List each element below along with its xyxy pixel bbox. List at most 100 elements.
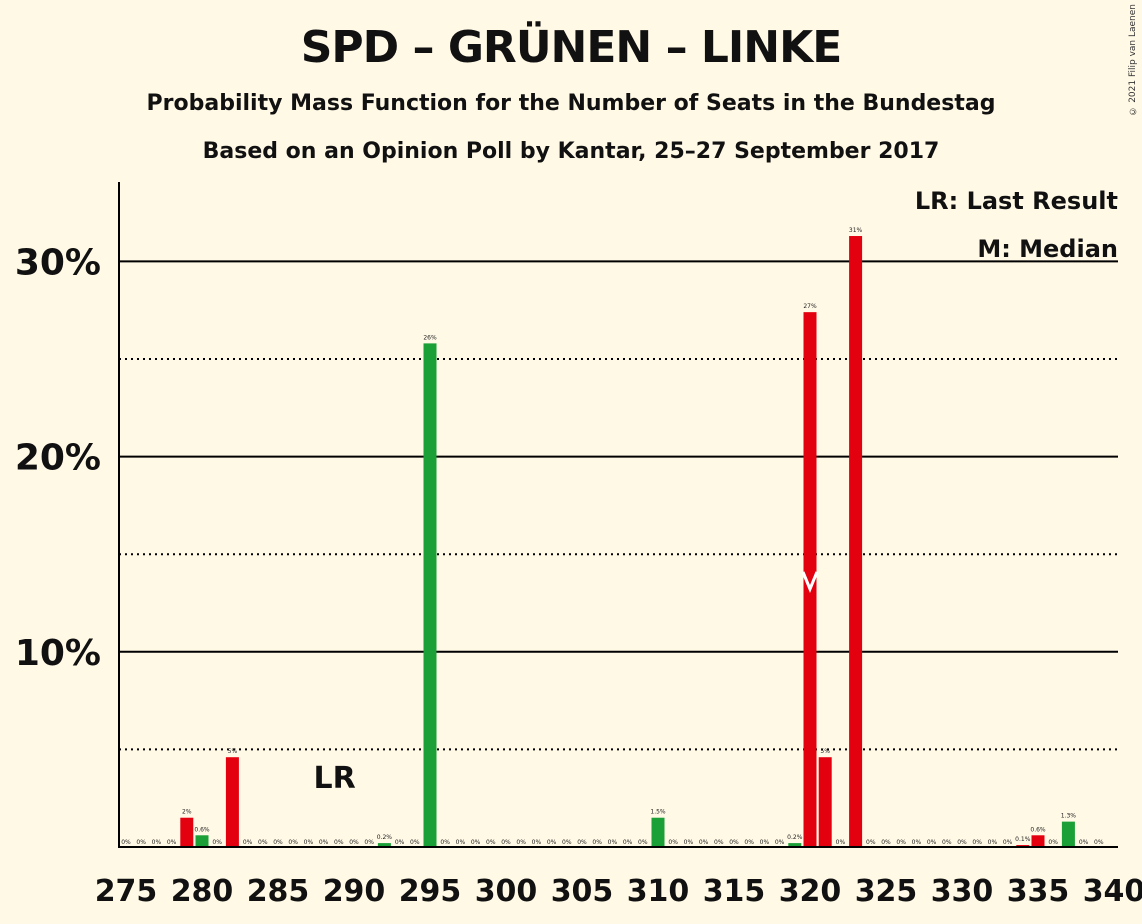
x-tick-label: 305 (551, 874, 614, 909)
y-tick-label: 10% (15, 633, 101, 674)
bar (849, 236, 863, 848)
bar-data-label: 0.6% (1030, 826, 1046, 833)
bar-data-label: 0% (699, 839, 709, 846)
bar-data-label: 0% (1048, 839, 1058, 846)
bar-data-label: 0% (486, 839, 496, 846)
bar-data-label: 0% (1079, 839, 1089, 846)
bar-data-label: 0% (866, 839, 876, 846)
bar-data-label: 0% (729, 839, 739, 846)
chart-subtitle: Probability Mass Function for the Number… (146, 91, 996, 116)
x-tick-label: 315 (703, 874, 766, 909)
x-tick-label: 340 (1083, 874, 1142, 909)
bar (788, 843, 802, 847)
bar-data-label: 0% (501, 839, 511, 846)
y-tick-label: 20% (15, 438, 101, 479)
bar-data-label: 0% (456, 839, 466, 846)
bar (1061, 821, 1075, 847)
bar-data-label: 0% (410, 839, 420, 846)
bar-labels-group: 0% 0% 0% 0%2%0.6%0%5%0% 0% 0% 0% 0% 0% 0% 0% 0%0.2%… (121, 227, 1104, 846)
bar-data-label: 0% (760, 839, 770, 846)
bar-data-label: 0% (957, 839, 967, 846)
bar (225, 757, 239, 847)
bar-data-label: 0% (714, 839, 724, 846)
bar-data-label: 0% (471, 839, 481, 846)
bar-data-label: 0% (896, 839, 906, 846)
bar-data-label: 0.2% (787, 834, 803, 841)
x-tick-label: 290 (323, 874, 386, 909)
bar (377, 843, 391, 847)
median-marker (801, 571, 819, 593)
bar-data-label: 31% (849, 227, 863, 234)
bar (423, 343, 437, 847)
bar-data-label: 0% (319, 839, 329, 846)
bar-data-label: 0% (288, 839, 298, 846)
bar-data-label: 0% (927, 839, 937, 846)
bar-data-label: 0% (684, 839, 694, 846)
bar-data-label: 2% (182, 809, 192, 816)
bar-data-label: 0% (516, 839, 526, 846)
bar-data-label: 0% (942, 839, 952, 846)
chart-subtitle-poll: Based on an Opinion Poll by Kantar, 25–2… (202, 139, 940, 164)
bar-data-label: 5% (820, 748, 830, 755)
bar-data-label: 0% (395, 839, 405, 846)
bar-data-label: 5% (228, 748, 238, 755)
markers-group: LR (313, 571, 819, 796)
bar-data-label: 0% (334, 839, 344, 846)
x-tick-label: 325 (855, 874, 918, 909)
bar-data-label: 0% (775, 839, 785, 846)
bar-data-label: 0% (668, 839, 678, 846)
bar-data-label: 0% (212, 839, 222, 846)
last-result-label: LR (313, 761, 355, 796)
legend-median: M: Median (977, 235, 1118, 263)
bar (1031, 835, 1045, 847)
chart-title: SPD – GRÜNEN – LINKE (300, 22, 843, 73)
bars-group (180, 236, 1075, 848)
bar-data-label: 0% (304, 839, 314, 846)
bar-data-label: 0% (1094, 839, 1104, 846)
bar (651, 817, 665, 847)
bar-data-label: 0% (532, 839, 542, 846)
bar-data-label: 0% (638, 839, 648, 846)
bar-data-label: 0% (440, 839, 450, 846)
bar-data-label: 0% (836, 839, 846, 846)
bar-data-label: 0.2% (377, 834, 393, 841)
axes-group: 10% 20% 30% 275 280 285 290 295 300 305 310 315 320 3… (15, 182, 1142, 909)
legend-last-result: LR: Last Result (915, 187, 1118, 215)
bar (180, 817, 194, 847)
gridlines (119, 260, 1118, 751)
bar-data-label: 0% (592, 839, 602, 846)
bar-data-label: 0% (273, 839, 283, 846)
bar-data-label: 0% (623, 839, 633, 846)
bar-data-label: 0% (1003, 839, 1013, 846)
x-tick-label: 285 (247, 874, 310, 909)
bar-data-label: 0% (364, 839, 374, 846)
x-tick-label: 320 (779, 874, 842, 909)
x-tick-label: 295 (399, 874, 462, 909)
bar (818, 757, 832, 847)
bar-data-label: 0% (152, 839, 162, 846)
bar-data-label: 0% (972, 839, 982, 846)
bar-data-label: 0% (243, 839, 253, 846)
bar (195, 835, 209, 847)
bar-data-label: 0% (577, 839, 587, 846)
x-tick-label: 300 (475, 874, 538, 909)
bar-data-label: 0% (136, 839, 146, 846)
bar-data-label: 1.3% (1061, 813, 1077, 820)
bar-data-label: 0% (562, 839, 572, 846)
y-tick-label: 30% (15, 242, 101, 283)
bar-data-label: 0% (912, 839, 922, 846)
bar (803, 312, 817, 848)
bar-data-label: 27% (803, 303, 817, 310)
bar-data-label: 0% (608, 839, 618, 846)
bar-data-label: 0.1% (1015, 836, 1031, 843)
bar-data-label: 0% (744, 839, 754, 846)
x-tick-label: 310 (627, 874, 690, 909)
bar-data-label: 1.5% (650, 809, 666, 816)
bar-data-label: 0% (547, 839, 557, 846)
bar-data-label: 0% (121, 839, 131, 846)
bar-data-label: 0% (988, 839, 998, 846)
bar-data-label: 0% (349, 839, 359, 846)
x-tick-label: 275 (95, 874, 158, 909)
bar-data-label: 0% (881, 839, 891, 846)
